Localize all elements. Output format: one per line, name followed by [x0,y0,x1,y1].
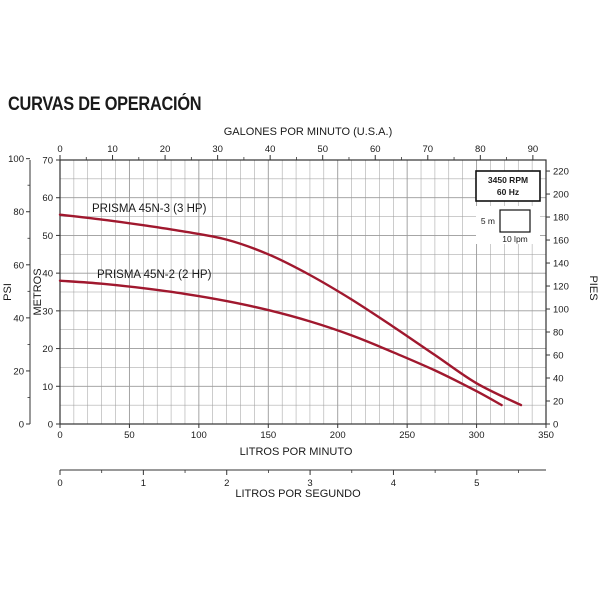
pies-tick-label: 160 [553,236,569,247]
psi-tick-label: 40 [13,313,24,324]
scale-legend-cell [499,209,531,233]
lpm-tick-label: 200 [330,430,346,441]
page-title: CURVAS DE OPERACIÓN [8,94,202,115]
pies-tick-label: 180 [553,213,569,224]
pies-tick-label: 140 [553,259,569,270]
gpm-tick-label: 90 [528,144,539,155]
gpm-axis-label: GALONES POR MINUTO (U.S.A.) [224,126,393,138]
metros-axis-label: METROS [32,268,44,315]
pies-tick-label: 120 [553,282,569,293]
lpm-tick-label: 0 [57,430,62,441]
pies-tick-label: 220 [553,167,569,178]
plot-frame [59,159,547,425]
gpm-tick-label: 60 [370,144,381,155]
pies-tick-label: 0 [553,420,558,431]
axes [26,155,550,475]
series-label: PRISMA 45N-3 (3 HP) [92,203,207,215]
lpm-tick-label: 150 [260,430,276,441]
hz-label: 60 Hz [497,187,519,197]
pies-tick-label: 60 [553,351,564,362]
lps-tick-label: 2 [224,478,229,489]
lps-tick-label: 1 [141,478,146,489]
pies-tick-label: 40 [553,374,564,385]
lps-tick-label: 4 [391,478,396,489]
metros-tick-label: 40 [42,269,53,280]
metros-tick-label: 60 [42,193,53,204]
metros-tick-label: 20 [42,344,53,355]
gpm-tick-label: 30 [212,144,223,155]
pies-axis-label: PIES [587,275,599,300]
metros-tick-label: 0 [48,420,53,431]
lps-tick-label: 5 [474,478,479,489]
gpm-tick-label: 10 [107,144,118,155]
curve-prisma-45n-3-3-hp [58,213,523,407]
lpm-tick-label: 100 [191,430,207,441]
pies-tick-label: 80 [553,328,564,339]
rpm-info-box [475,170,541,202]
gpm-tick-label: 80 [475,144,486,155]
gpm-tick-label: 40 [265,144,276,155]
series-label: PRISMA 45N-2 (2 HP) [97,269,212,281]
lpm-tick-label: 300 [469,430,485,441]
curve-prisma-45n-2-2-hp [58,279,503,407]
lps-tick-label: 0 [57,478,62,489]
psi-tick-label: 80 [13,207,24,218]
metros-tick-label: 50 [42,231,53,242]
pies-tick-label: 200 [553,190,569,201]
psi-tick-label: 100 [8,154,24,165]
lpm-tick-label: 50 [124,430,135,441]
psi-tick-label: 0 [19,420,24,431]
gpm-tick-label: 20 [160,144,171,155]
gpm-tick-label: 70 [422,144,433,155]
gpm-tick-label: 0 [57,144,62,155]
curves [58,213,523,407]
info-box: 3450 RPM 60 Hz 5 m 10 lpm [475,170,541,244]
rpm-label: 3450 RPM [488,175,528,185]
scale-vertical-label: 5 m [481,216,495,226]
metros-tick-label: 30 [42,306,53,317]
lps-axis-label: LITROS POR SEGUNDO [235,488,361,500]
metros-tick-label: 70 [42,156,53,167]
psi-axis-label: PSI [2,283,14,301]
gpm-tick-label: 50 [317,144,328,155]
lpm-axis-label: LITROS POR MINUTO [240,446,353,458]
psi-tick-label: 20 [13,366,24,377]
scale-horizontal-label: 10 lpm [502,234,528,244]
pies-tick-label: 20 [553,397,564,408]
lpm-tick-label: 250 [399,430,415,441]
grid [59,159,547,425]
pies-tick-label: 100 [553,305,569,316]
metros-tick-label: 10 [42,382,53,393]
lpm-tick-label: 350 [538,430,554,441]
psi-tick-label: 60 [13,260,24,271]
lps-tick-label: 3 [307,478,312,489]
